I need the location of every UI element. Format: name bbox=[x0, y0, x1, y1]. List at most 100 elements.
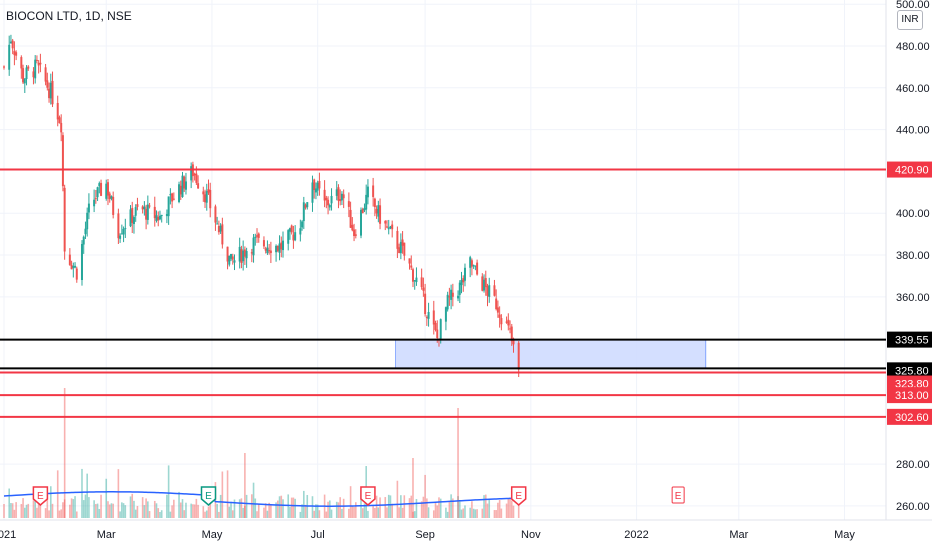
candle-body bbox=[35, 59, 38, 61]
candle-body bbox=[145, 208, 148, 220]
volume-bar bbox=[457, 408, 459, 518]
volume-bar bbox=[179, 502, 182, 518]
volume-bar bbox=[226, 470, 229, 518]
earnings-marker-label: E bbox=[205, 491, 212, 502]
volume-bar bbox=[105, 478, 108, 518]
volume-bar bbox=[244, 505, 246, 518]
volume-bar bbox=[389, 495, 392, 518]
candle-body bbox=[183, 176, 186, 189]
volume-bar bbox=[160, 510, 163, 518]
volume-bar bbox=[460, 509, 463, 518]
candle-body bbox=[193, 173, 196, 176]
volume-bar bbox=[348, 508, 350, 518]
volume-bar bbox=[39, 500, 42, 518]
volume-bar bbox=[510, 500, 513, 518]
time-axis[interactable]: 2021 Mar May Jul Sep Nov 2022 Mar May bbox=[0, 529, 855, 541]
volume-bar bbox=[183, 510, 186, 518]
candle-body bbox=[439, 319, 442, 339]
candle-body bbox=[375, 208, 378, 214]
volume-bar bbox=[51, 503, 54, 518]
candle-body bbox=[347, 201, 350, 207]
candle-body bbox=[517, 342, 520, 370]
volume-bar bbox=[342, 498, 345, 518]
volume-bar bbox=[315, 504, 317, 518]
volume-bar bbox=[147, 501, 149, 518]
currency-badge[interactable]: INR bbox=[897, 10, 923, 30]
candle-body bbox=[427, 311, 430, 319]
volume-bar bbox=[329, 500, 331, 518]
level-price-tag bbox=[887, 161, 932, 178]
candle-body bbox=[282, 240, 285, 251]
candle-body bbox=[327, 199, 330, 206]
price-tick-label: 460.00 bbox=[896, 83, 930, 95]
candle-body bbox=[359, 209, 362, 236]
volume-bar bbox=[277, 500, 279, 518]
candle-body bbox=[37, 62, 40, 66]
time-tick-label: 2021 bbox=[0, 529, 16, 541]
volume-bar bbox=[124, 505, 127, 518]
candle-body bbox=[495, 298, 498, 310]
volume-bar bbox=[462, 508, 465, 518]
volume-bar bbox=[410, 495, 413, 518]
volume-bar bbox=[363, 503, 366, 518]
time-tick-label: 2022 bbox=[624, 529, 648, 541]
volume-bar bbox=[216, 503, 218, 518]
candle-body bbox=[157, 216, 160, 221]
volume-bar bbox=[202, 506, 205, 518]
volume-bar bbox=[458, 500, 461, 518]
candle-body bbox=[509, 328, 512, 330]
volume-bar bbox=[141, 497, 144, 518]
candle-body bbox=[155, 215, 158, 221]
horizontal-levels[interactable] bbox=[0, 168, 886, 418]
volume-bar bbox=[292, 497, 295, 518]
candle-body bbox=[325, 197, 328, 201]
volume-bar bbox=[457, 496, 459, 518]
symbol-title[interactable]: BIOCON LTD, 1D, NSE bbox=[6, 9, 132, 23]
volume-bar bbox=[351, 506, 354, 518]
volume-bar bbox=[205, 510, 208, 518]
volume-bar bbox=[275, 502, 277, 518]
candle-body bbox=[13, 51, 16, 56]
candle-body bbox=[58, 117, 61, 124]
earnings-marker: E bbox=[360, 486, 376, 506]
candle-body bbox=[98, 183, 101, 187]
volume-bar bbox=[278, 496, 281, 518]
volume-bar bbox=[257, 504, 260, 518]
volume-bar bbox=[384, 497, 387, 518]
volume-bar bbox=[264, 503, 267, 518]
candle-body bbox=[178, 184, 181, 202]
candle-body bbox=[398, 247, 401, 254]
volume-bar bbox=[145, 498, 147, 518]
candle-body bbox=[171, 193, 174, 202]
candle-body bbox=[340, 193, 343, 201]
volume-bar bbox=[63, 388, 66, 518]
candle-body bbox=[105, 183, 108, 199]
volume-bar bbox=[95, 504, 97, 518]
earnings-marker-label: E bbox=[515, 491, 522, 502]
candle-body bbox=[214, 206, 217, 223]
volume-bar bbox=[100, 494, 102, 518]
volume-bar bbox=[134, 509, 137, 518]
candle-body bbox=[132, 217, 135, 225]
volume-bar bbox=[46, 494, 49, 518]
volume-bar bbox=[436, 505, 439, 518]
volume-bar bbox=[424, 474, 426, 518]
price-axis[interactable]: 500.00 480.00 460.00 440.00 400.00 380.00 360.… bbox=[887, 0, 932, 513]
candle-body bbox=[484, 278, 487, 288]
candle-body bbox=[290, 225, 293, 233]
volume-bar bbox=[131, 493, 134, 518]
candle-body bbox=[63, 187, 66, 252]
volume-bar bbox=[37, 496, 40, 518]
volume-bars bbox=[3, 388, 520, 518]
candle-body bbox=[231, 256, 234, 260]
candle-body bbox=[472, 265, 475, 267]
support-zone[interactable] bbox=[395, 339, 707, 369]
volume-bar bbox=[219, 494, 222, 518]
volume-bar bbox=[481, 508, 484, 518]
volume-bar bbox=[81, 468, 83, 518]
volume-bar bbox=[82, 500, 85, 518]
volume-bar bbox=[133, 500, 135, 518]
